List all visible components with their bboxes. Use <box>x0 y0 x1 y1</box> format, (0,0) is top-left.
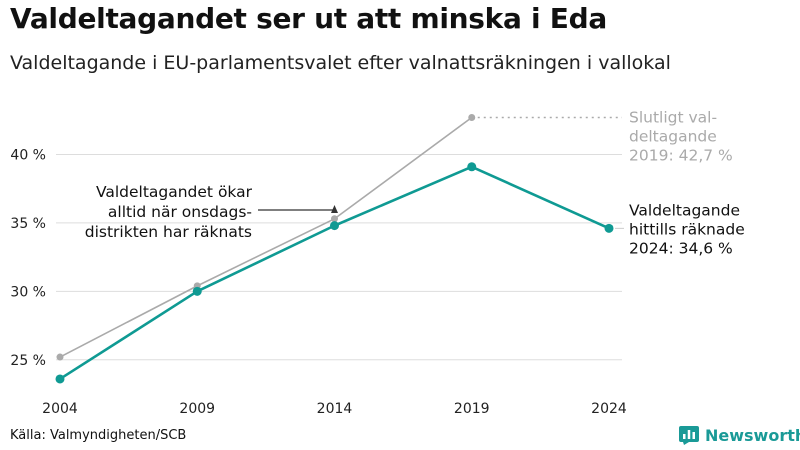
x-tick-label: 2019 <box>454 401 490 417</box>
data-point-final <box>56 353 64 361</box>
y-tick-label: 25 % <box>10 353 46 369</box>
x-tick-label: 2024 <box>591 401 627 417</box>
annotation-prelim-line: hittills räknade <box>629 220 745 238</box>
data-point-prelim <box>330 221 339 231</box>
annotation-note-line: alltid när onsdags- <box>108 203 252 221</box>
data-point-prelim <box>467 162 477 172</box>
newsworthy-logo[interactable]: Newsworthy <box>679 425 800 445</box>
bar-chart-logo-icon <box>679 426 699 445</box>
annotation-final-line: Slutligt val- <box>629 108 717 126</box>
x-tick-label: 2009 <box>179 401 215 417</box>
y-tick-label: 30 % <box>10 284 46 300</box>
annotation-final-line: 2019: 42,7 % <box>629 146 733 164</box>
annotation-note-line: Valdeltagandet ökar <box>96 183 253 201</box>
series-line-final <box>59 116 473 358</box>
chart-subtitle: Valdeltagande i EU-parlamentsvalet efter… <box>10 52 671 74</box>
chart-title: Valdeltagandet ser ut att minska i Eda <box>10 2 607 35</box>
note-arrowhead-icon <box>331 205 338 213</box>
data-point-final <box>331 215 338 223</box>
brand-name: Newsworthy <box>705 425 800 445</box>
y-tick-label: 40 % <box>10 147 46 163</box>
data-point-prelim <box>604 223 614 233</box>
data-point-prelim <box>192 286 202 296</box>
annotation-prelim-line: 2024: 34,6 % <box>629 239 733 257</box>
annotation-final-line: deltagande <box>629 127 717 145</box>
annotation-prelim-line: Valdeltagande <box>629 201 740 219</box>
data-point-final <box>468 113 476 121</box>
data-point-prelim <box>55 374 65 384</box>
y-tick-label: 35 % <box>10 216 46 232</box>
x-tick-label: 2004 <box>42 401 78 417</box>
annotation-note-line: distrikten har räknats <box>85 223 252 241</box>
source-note: Källa: Valmyndigheten/SCB <box>10 428 187 443</box>
x-tick-label: 2014 <box>317 401 353 417</box>
